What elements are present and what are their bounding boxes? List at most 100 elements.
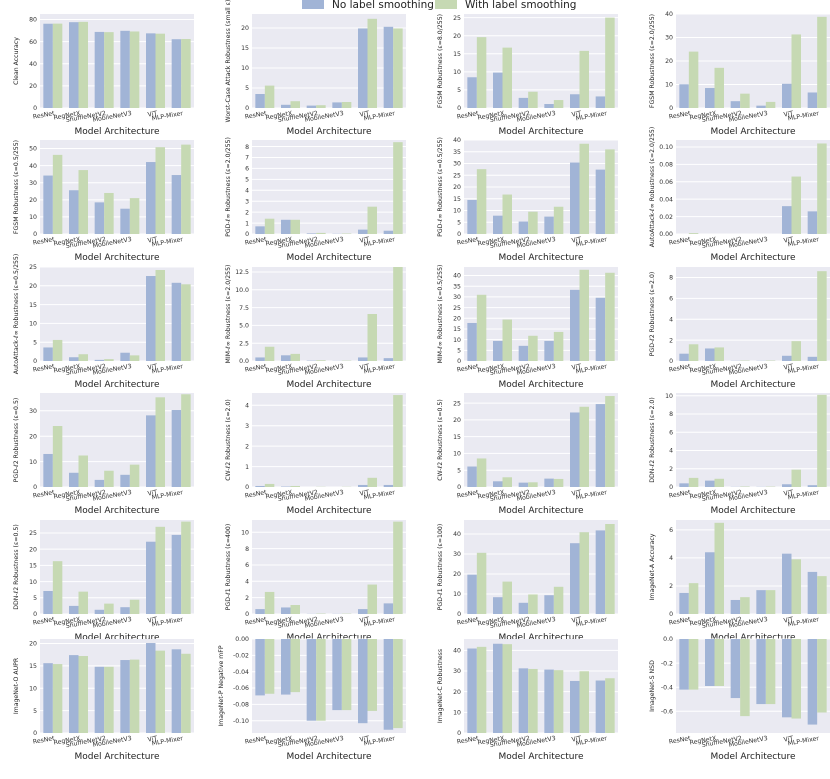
panel-3-bar-s1-resnet <box>476 37 487 109</box>
panel-23-xtick-label-1: RegNetX <box>477 735 505 747</box>
panel-19-ytick-label-1: 10 <box>453 591 461 598</box>
panel-11-bar-s1-shufflenetv2 <box>528 335 538 361</box>
panel-20-bar-s1-mobilenetv3 <box>765 590 776 614</box>
panel-4-bar-s0-mlp-mixer <box>807 92 818 108</box>
panel-18-bar-s1-vit <box>367 584 377 614</box>
panel-6-xtick-label-0: ResNet <box>244 236 267 247</box>
panel-22-bar-s1-resnet <box>264 639 275 694</box>
panel-17-bar-s1-mobilenetv3 <box>129 599 140 614</box>
panel-22-bar-s1-shufflenetv2 <box>316 639 326 721</box>
panel-4-bar-s1-mobilenetv3 <box>765 101 776 108</box>
panel-3-bar-s0-shufflenetv2 <box>518 97 529 108</box>
panel-11-xtick-label-0: ResNet <box>456 363 479 374</box>
panel-6-ytick-label-0: 0 <box>245 231 249 238</box>
panel-22-bar-s0-vit <box>358 639 368 724</box>
panel-9-bar-s0-regnetx <box>69 357 79 361</box>
panel-19-ytick-label-3: 30 <box>453 551 461 558</box>
panel-4-bar-s1-resnet <box>688 51 699 108</box>
panel-23-background <box>464 639 618 733</box>
panel-21-bar-s1-mobilenetv3 <box>129 659 140 733</box>
panel-21-bar-s0-vit <box>146 643 156 733</box>
panel-17-ytick-label-3: 15 <box>29 563 37 570</box>
panel-11-ytick-label-0: 0 <box>457 358 461 365</box>
panel-19-xtick-label-4: ViT <box>571 616 582 625</box>
panel-2-ylabel: Worst-Case Attack Robustness (small ε) <box>225 0 232 122</box>
panel-9-xtick-label-1: RegNetX <box>53 363 81 375</box>
panel-21-bar-s0-mobilenetv3 <box>120 660 130 733</box>
panel-3-ytick-label-3: 15 <box>453 51 461 58</box>
panel-14-bar-s1-regnetx <box>290 485 300 487</box>
panel-19-xtick-label-0: ResNet <box>456 616 479 627</box>
panel-16-bar-s1-mlp-mixer <box>817 394 827 487</box>
panel-22-bar-s0-regnetx <box>281 639 291 695</box>
panel-2-ytick-label-4: 20 <box>241 25 249 32</box>
panel-8-xtick-label-4: ViT <box>783 236 794 245</box>
panel-1-bar-s0-mobilenetv3 <box>120 30 130 109</box>
panel-24-bar-s1-mobilenetv3 <box>765 639 776 705</box>
panel-18-ytick-label-4: 8 <box>245 546 249 553</box>
panel-19-bar-s1-mlp-mixer <box>605 524 615 614</box>
panel-23-ytick-label-1: 10 <box>453 710 461 717</box>
panel-24-bar-s0-vit <box>782 639 792 718</box>
panel-21-ytick-label-4: 20 <box>29 641 37 648</box>
panel-20-bar-s0-mlp-mixer <box>807 571 818 614</box>
panel-12-bar-s0-resnet <box>679 353 689 361</box>
panel-7-bar-s1-mlp-mixer <box>605 149 615 234</box>
panel-12-ytick-label-2: 4 <box>669 316 673 323</box>
panel-7-ytick-label-2: 10 <box>453 208 461 215</box>
panel-15-xtick-label-1: RegNetX <box>477 489 505 501</box>
panel-17-xtick-label-1: RegNetX <box>53 616 81 628</box>
panel-3-bar-s1-vit <box>579 50 589 108</box>
panel-7-ytick-label-7: 35 <box>453 149 461 156</box>
panel-1-bar-s1-mobilenetv3 <box>129 31 140 109</box>
panel-9-bar-s1-mlp-mixer <box>181 284 191 361</box>
panel-15-bar-s0-vit <box>570 412 580 487</box>
panel-24-bar-s1-regnetx <box>714 639 724 686</box>
panel-4-ytick-label-3: 30 <box>665 35 673 42</box>
panel-2-bar-s1-mobilenetv3 <box>341 102 352 108</box>
panel-2-bar-s1-mlp-mixer <box>393 28 403 108</box>
panel-10-ytick-label-4: 10.0 <box>235 287 249 294</box>
panel-12-ylabel: PGD-ℓ2 Robustness (ε=2.0) <box>649 272 656 357</box>
panel-20-bar-s1-mlp-mixer <box>817 576 827 614</box>
panel-13-bar-s0-mlp-mixer <box>171 410 182 487</box>
panel-17-bar-s0-mlp-mixer <box>171 534 182 614</box>
panel-20-bar-s0-resnet <box>679 592 689 614</box>
panel-15-bar-s1-mobilenetv3 <box>553 478 564 487</box>
panel-3-bar-s0-regnetx <box>493 72 503 108</box>
panel-6-ytick-label-1: 1 <box>245 220 249 227</box>
panel-1-ytick-label-2: 40 <box>29 61 37 68</box>
panel-19-ylabel: PGD-ℓ1 Robustness (ε=100) <box>437 524 444 611</box>
panel-16-bar-s0-vit <box>782 484 792 487</box>
panel-13-bar-s1-shufflenetv2 <box>104 470 114 487</box>
panel-9-ytick-label-4: 20 <box>29 283 37 290</box>
panel-12-xlabel: Model Architecture <box>711 380 796 390</box>
panel-1-ytick-label-4: 80 <box>29 17 37 24</box>
panel-9-xtick-label-4: ViT <box>147 363 158 372</box>
panel-13-bar-s0-vit <box>146 415 156 487</box>
panel-23-ytick-label-3: 30 <box>453 668 461 675</box>
panel-14-background <box>252 393 406 487</box>
panel-7-ytick-label-1: 5 <box>457 219 461 226</box>
panel-20-bar-s1-shufflenetv2 <box>740 597 750 614</box>
panel-10-xtick-label-1: RegNetX <box>265 363 293 375</box>
panel-18-ytick-label-1: 2 <box>245 595 249 602</box>
panel-3-ylabel: FGSM Robustness (ε=8.0/255) <box>437 14 444 108</box>
panel-5-bar-s1-shufflenetv2 <box>104 192 114 234</box>
panel-18-bar-s1-regnetx <box>290 605 300 614</box>
panel-6-xtick-label-1: RegNetX <box>265 236 293 248</box>
panel-11-background <box>464 267 618 361</box>
panel-7-bar-s0-resnet <box>467 199 477 234</box>
panel-17-bar-s1-mlp-mixer <box>181 521 191 614</box>
panel-12-bar-s0-regnetx <box>705 348 715 361</box>
panel-6-bar-s0-regnetx <box>281 219 291 234</box>
panel-8-ytick-label-2: 0.04 <box>659 196 673 203</box>
panel-12-bar-s1-resnet <box>688 344 699 361</box>
panel-6-bar-s1-regnetx <box>290 219 300 234</box>
panel-19-bar-s1-resnet <box>476 552 487 614</box>
panel-16-bar-s1-vit <box>791 469 801 487</box>
panel-2-bar-s1-vit <box>367 18 377 108</box>
legend-swatch-no-smoothing <box>302 0 324 9</box>
panel-1-ylabel: Clean Accuracy <box>13 37 20 85</box>
